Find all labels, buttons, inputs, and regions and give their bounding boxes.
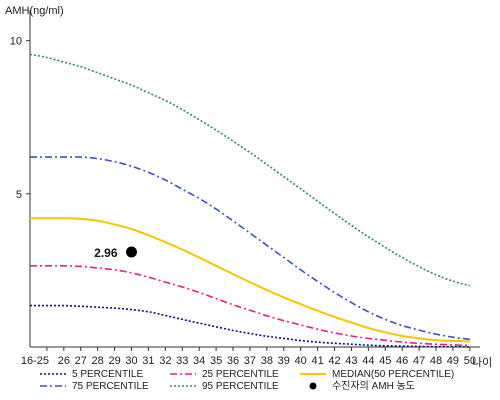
legend-marker-label: 수진자의 AMH 농도	[332, 380, 415, 392]
x-tick-label: 16-25	[21, 355, 49, 367]
patient-amh-value-label: 2.96	[94, 246, 118, 260]
x-tick-label: 27	[75, 355, 87, 367]
y-tick-label: 10	[10, 36, 22, 48]
x-tick-label: 26	[58, 355, 70, 367]
x-tick-label: 29	[108, 355, 120, 367]
x-tick-label: 47	[413, 355, 425, 367]
x-tick-label: 33	[176, 355, 188, 367]
x-tick-label: 43	[345, 355, 357, 367]
x-tick-label: 39	[278, 355, 290, 367]
legend-label: MEDIAN(50 PERCENTILE)	[332, 369, 454, 380]
y-ticks-group: 5 10	[10, 36, 30, 201]
x-ticks-group: 16-25 26 27 28 29 30 31 32 33 34 35 36 37 38 39 40 41 42 4…	[21, 347, 476, 367]
series-line-median-50-percentile	[29, 217, 470, 343]
x-tick-label: 45	[379, 355, 391, 367]
legend-marker-swatch	[309, 382, 317, 390]
x-tick-label: 40	[295, 355, 307, 367]
x-tick-label: 32	[159, 355, 171, 367]
legend-label: 25 PERCENTILE	[202, 369, 279, 380]
x-tick-label: 41	[311, 355, 323, 367]
legend-label: 75 PERCENTILE	[72, 381, 149, 392]
patient-marker-group: 2.96	[94, 246, 138, 260]
series-lines-group	[29, 53, 470, 348]
x-tick-label: 35	[210, 355, 222, 367]
x-tick-label: 34	[193, 355, 205, 367]
series-line-5-percentile	[30, 304, 470, 348]
x-tick-label: 48	[430, 355, 442, 367]
series-line-25-percentile	[30, 264, 470, 347]
y-axis-title: AMH(ng/ml)	[5, 5, 64, 17]
patient-amh-marker	[126, 246, 138, 258]
x-axis-title: 나이	[472, 356, 492, 369]
y-tick-label: 5	[16, 189, 22, 201]
x-tick-label: 28	[92, 355, 104, 367]
x-tick-label: 46	[396, 355, 408, 367]
x-tick-label: 49	[447, 355, 459, 367]
legend-label: 95 PERCENTILE	[202, 381, 279, 392]
legend-label: 5 PERCENTILE	[72, 369, 143, 380]
x-tick-label: 44	[362, 355, 374, 367]
x-tick-label: 50	[464, 355, 476, 367]
x-tick-label: 31	[142, 355, 154, 367]
x-tick-label: 37	[244, 355, 256, 367]
legend: 5 PERCENTILE 25 PERCENTILE MEDIAN(50 PERCE…	[40, 369, 454, 392]
x-tick-label: 38	[261, 355, 273, 367]
x-tick-label: 30	[125, 355, 137, 367]
x-tick-label: 42	[328, 355, 340, 367]
x-tick-label: 36	[227, 355, 239, 367]
